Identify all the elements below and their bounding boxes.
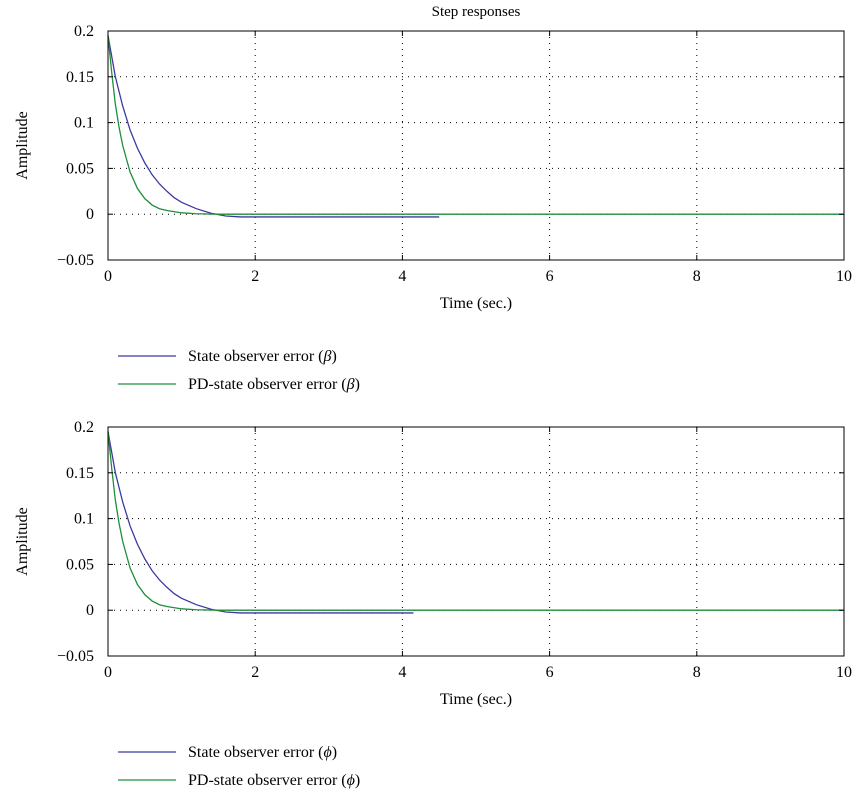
x-axis-label: Time (sec.) bbox=[440, 691, 512, 708]
x-tick-label: 10 bbox=[836, 268, 852, 285]
y-tick-label: 0.2 bbox=[74, 23, 94, 40]
x-tick-label: 0 bbox=[104, 268, 112, 285]
x-tick-label: 8 bbox=[693, 268, 701, 285]
series-line-2 bbox=[107, 431, 844, 611]
x-tick-label: 0 bbox=[104, 664, 112, 681]
legend: State observer error (ϕ) PD-state observe… bbox=[118, 744, 360, 789]
y-tick-label: 0 bbox=[86, 206, 94, 223]
x-tick-label: 6 bbox=[546, 268, 554, 285]
x-tick-label: 10 bbox=[836, 664, 852, 681]
y-tick-label: 0 bbox=[86, 602, 94, 619]
x-tick-label: 4 bbox=[398, 268, 406, 285]
legend-label-1: State observer error (ϕ) bbox=[188, 744, 337, 761]
plot-frame bbox=[107, 30, 845, 261]
series-line-1 bbox=[107, 431, 414, 614]
legend-label-2: PD-state observer error (ϕ) bbox=[188, 772, 360, 789]
y-tick-label: 0.1 bbox=[74, 511, 94, 528]
y-axis-label: Amplitude bbox=[14, 111, 31, 179]
plot-frame bbox=[107, 426, 845, 657]
chart-title: Step responses bbox=[432, 4, 521, 20]
y-tick-label: 0.15 bbox=[66, 69, 94, 86]
y-tick-label: 0.15 bbox=[66, 465, 94, 482]
y-tick-label: −0.05 bbox=[57, 648, 94, 665]
chart-panel-2: 0 2 4 6 8 10 −0.05 0 0.05 0.1 0.15 0.2 Time (sec.) Am… bbox=[14, 419, 852, 789]
y-tick-label: 0.05 bbox=[66, 160, 94, 177]
x-axis-label: Time (sec.) bbox=[440, 295, 512, 312]
x-tick-label: 2 bbox=[251, 664, 259, 681]
x-tick-label: 6 bbox=[546, 664, 554, 681]
legend: State observer error (β) PD-state observe… bbox=[118, 348, 360, 393]
legend-label-2: PD-state observer error (β) bbox=[188, 376, 360, 393]
legend-label-1: State observer error (β) bbox=[188, 348, 337, 365]
x-tick-label: 8 bbox=[693, 664, 701, 681]
y-tick-label: 0.2 bbox=[74, 419, 94, 436]
series-line-2 bbox=[107, 35, 844, 215]
y-tick-label: 0.1 bbox=[74, 115, 94, 132]
series-line-1 bbox=[107, 35, 440, 218]
x-tick-label: 4 bbox=[398, 664, 406, 681]
y-axis-label: Amplitude bbox=[14, 507, 31, 575]
chart-panel-1: Step responses 0 2 4 6 8 10 −0.05 0 0.05 0.1 0.15 0.… bbox=[14, 4, 852, 393]
y-tick-label: −0.05 bbox=[57, 252, 94, 269]
y-tick-label: 0.05 bbox=[66, 556, 94, 573]
x-tick-label: 2 bbox=[251, 268, 259, 285]
